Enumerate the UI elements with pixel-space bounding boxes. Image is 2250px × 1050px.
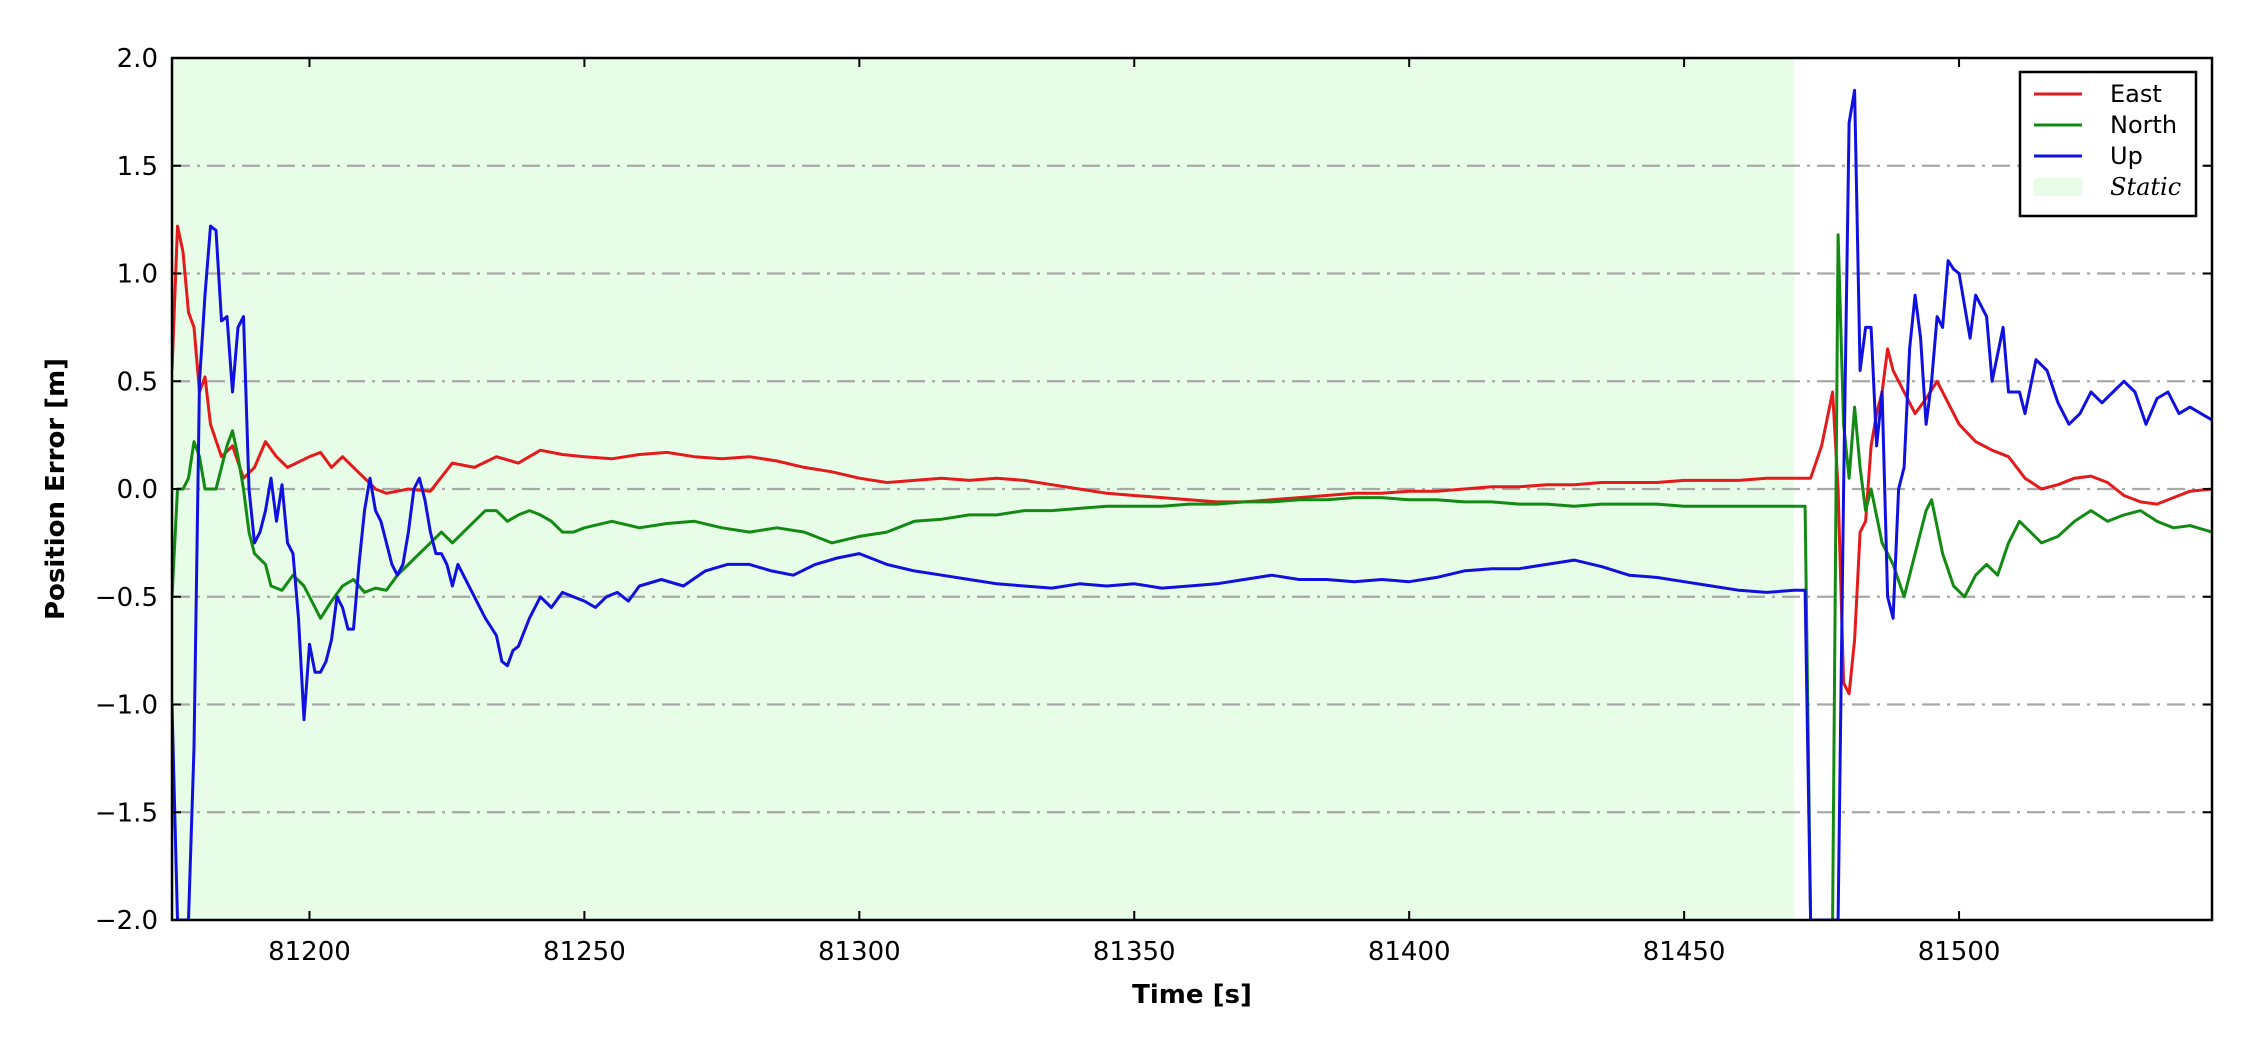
y-tick-label: −1.5 — [95, 798, 158, 828]
legend-label-east: East — [2110, 80, 2162, 108]
series-line-up — [172, 88, 2212, 920]
x-tick-label: 81500 — [1918, 937, 2001, 967]
legend-label-north: North — [2110, 111, 2177, 139]
y-tick-label: −2.0 — [95, 906, 158, 936]
y-tick-label: 0.5 — [117, 367, 158, 397]
x-tick-label: 81200 — [268, 937, 351, 967]
y-axis-title: Position Error [m] — [41, 358, 71, 620]
legend-swatch-static — [2034, 178, 2082, 196]
gridlines — [172, 164, 2212, 814]
y-tick-label: 0.0 — [117, 475, 158, 505]
legend-label-static: Static — [2110, 173, 2181, 201]
series-line-north — [172, 233, 2212, 920]
y-tick-label: 1.0 — [117, 260, 158, 290]
x-tick-label: 81350 — [1093, 937, 1176, 967]
x-tick-label: 81300 — [818, 937, 901, 967]
x-tick-label: 81450 — [1643, 937, 1726, 967]
y-tick-label: 2.0 — [117, 44, 158, 74]
series-layer — [172, 88, 2212, 920]
y-tick-label: −0.5 — [95, 583, 158, 613]
y-tick-label: 1.5 — [117, 152, 158, 182]
legend-label-up: Up — [2110, 142, 2143, 170]
axis-ticks: −2.0 −1.5 −1.0 −0.5 0.0 0.5 1.0 1.5 2.0 81200 8125… — [95, 44, 2212, 967]
x-tick-label: 81400 — [1368, 937, 1451, 967]
legend: East North Up Static — [2018, 70, 2198, 218]
x-tick-label: 81250 — [543, 937, 626, 967]
x-axis-title: Time [s] — [1132, 980, 1252, 1010]
y-tick-label: −1.0 — [95, 691, 158, 721]
